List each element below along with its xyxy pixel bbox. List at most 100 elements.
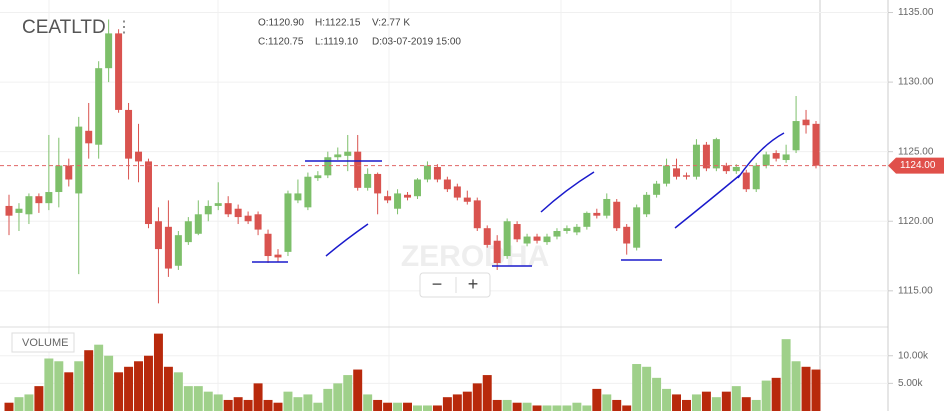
- price-tag: [888, 157, 944, 174]
- volume-bar: [173, 372, 183, 411]
- candle-body: [344, 151, 352, 156]
- candle-body: [204, 205, 212, 215]
- volume-bar: [432, 405, 442, 411]
- volume-bar: [203, 391, 213, 411]
- candle-body: [782, 154, 790, 161]
- candle-body: [553, 230, 561, 237]
- watermark: ZERODHA: [401, 240, 549, 273]
- candle-body: [663, 165, 671, 184]
- candle-body: [732, 166, 740, 172]
- candle-body: [244, 215, 252, 222]
- volume-bar: [134, 361, 143, 411]
- candle-body: [85, 130, 93, 144]
- candle-body: [513, 224, 521, 240]
- volume-label: VOLUME: [22, 337, 68, 349]
- volume-bar: [144, 355, 153, 411]
- candle-body: [174, 235, 182, 266]
- volume-bar: [74, 361, 84, 411]
- volume-bar: [4, 402, 14, 411]
- candle-body: [144, 161, 152, 225]
- candle-body: [404, 194, 412, 198]
- candle-body: [65, 165, 73, 180]
- volume-bar: [24, 394, 34, 411]
- candle-body: [334, 154, 342, 158]
- volume-bar: [691, 394, 701, 411]
- candle-body: [583, 212, 591, 227]
- volume-bar: [313, 402, 323, 411]
- volume-bar: [243, 399, 253, 411]
- candle-body: [294, 193, 302, 201]
- volume-bar: [532, 405, 542, 411]
- candle-body: [194, 214, 202, 234]
- candle-body: [75, 126, 83, 194]
- candle-body: [394, 193, 402, 209]
- volume-bar: [403, 402, 412, 411]
- candle-body: [433, 166, 441, 180]
- candle-body: [682, 175, 690, 177]
- volume-bar: [233, 397, 243, 411]
- price-tag-label: 1124.00: [900, 160, 936, 171]
- candle-body: [742, 172, 750, 190]
- volume-bar: [183, 386, 193, 411]
- volume-bar: [771, 377, 781, 411]
- candle-body: [712, 139, 720, 169]
- volume-bar: [303, 394, 313, 411]
- volume-bar: [711, 397, 721, 411]
- volume-bar: [612, 399, 622, 411]
- candle-body: [503, 221, 511, 257]
- candle-body: [95, 68, 103, 145]
- candle-body: [623, 226, 631, 244]
- candle-body: [633, 207, 641, 248]
- volume-bar: [34, 386, 44, 411]
- volume-bar: [153, 333, 163, 411]
- zoom-out-button[interactable]: −: [432, 274, 443, 294]
- candle-body: [364, 173, 372, 188]
- volume-bar: [273, 402, 283, 411]
- volume-bar: [662, 388, 672, 411]
- volume-bar: [642, 366, 652, 411]
- candle-body: [443, 179, 451, 190]
- drawings: [252, 132, 785, 267]
- y-tick-label: 10.00k: [898, 350, 929, 361]
- volume-bar: [811, 369, 821, 411]
- volume-label-box: [11, 332, 75, 353]
- volume-bar: [602, 394, 612, 411]
- candle-body: [304, 176, 312, 208]
- volume-bar: [512, 402, 522, 411]
- candle-body: [45, 192, 53, 204]
- volume-bar: [64, 372, 74, 411]
- volume-bar: [94, 344, 104, 411]
- candle-body: [523, 236, 531, 244]
- grid: [0, 12, 893, 384]
- candle-body: [254, 214, 262, 230]
- volume-bar: [363, 394, 373, 411]
- candle-body: [55, 165, 63, 193]
- volume-bar: [343, 375, 353, 411]
- volume-bar: [353, 369, 363, 411]
- volume-bar: [442, 397, 452, 411]
- candle-body: [702, 144, 710, 169]
- volume-bar: [592, 388, 602, 411]
- ohlc-info: L:1119.10: [315, 37, 358, 48]
- volume-bar: [632, 364, 642, 411]
- candle-body: [164, 226, 172, 269]
- volume-bar: [502, 399, 512, 411]
- zoom-in-button[interactable]: +: [468, 274, 479, 294]
- volume-bar: [323, 388, 333, 411]
- candle-body: [115, 33, 123, 110]
- volume-bar: [393, 402, 403, 411]
- candle-body: [533, 236, 541, 241]
- volume-bar: [44, 358, 54, 411]
- candle-body: [15, 208, 23, 213]
- candle-body: [653, 183, 661, 195]
- candle-body: [463, 197, 471, 202]
- ohlc-info: V:2.77 K: [372, 18, 410, 29]
- candle-body: [673, 168, 681, 177]
- candle-body: [453, 186, 461, 198]
- volume-bar: [791, 361, 801, 411]
- menu-icon[interactable]: ⋮: [116, 19, 132, 36]
- candle-body: [473, 200, 481, 229]
- zoom-box: [419, 272, 491, 298]
- candle-body: [35, 196, 43, 204]
- candle-body: [354, 151, 362, 188]
